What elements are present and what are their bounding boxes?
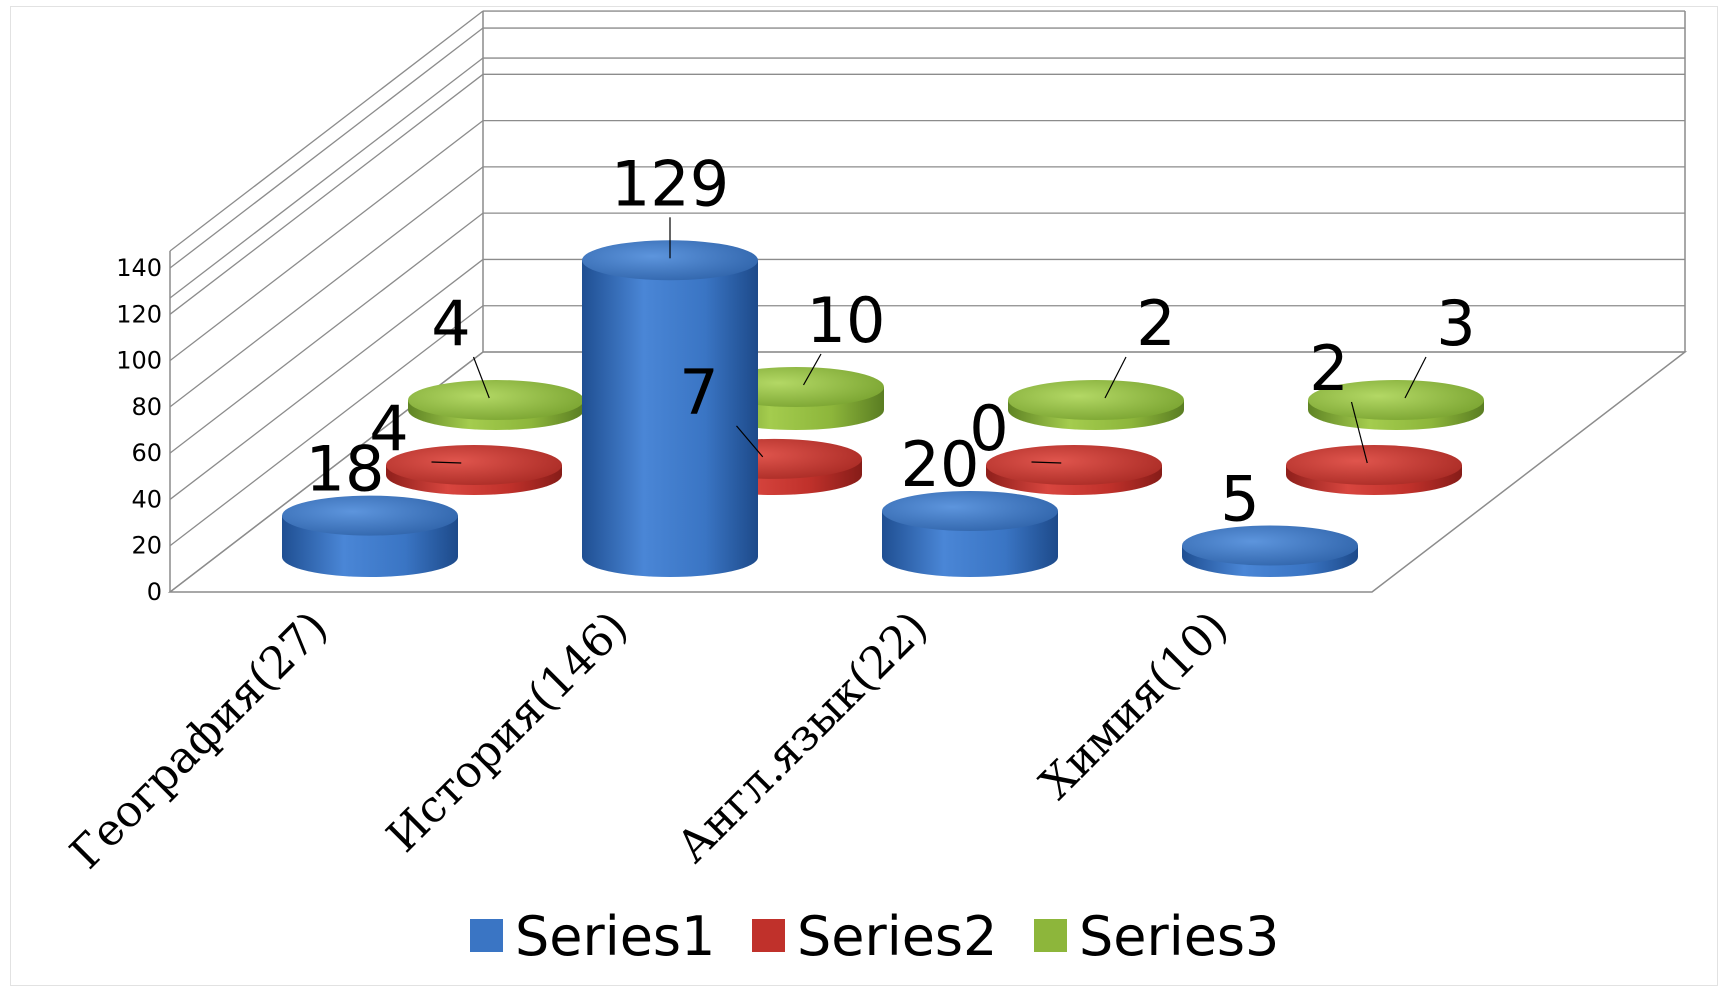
y-tick-label: 100 [116,347,162,375]
left-wall-gridline [169,10,484,252]
left-wall-gridline [169,57,484,299]
data-label-leader [802,353,822,386]
bar-top [1182,525,1358,566]
data-label-series2: 4 [369,392,408,465]
data-label-leader [431,461,462,464]
data-label-series1: 20 [901,428,980,501]
data-label-leader [1031,461,1062,464]
x-category-label: Англ.язык(22) [667,602,938,873]
y-tick-label: 20 [131,532,162,560]
left-wall-gridline [169,166,484,408]
legend-item-series1: Series1 [470,905,715,968]
y-tick-label: 60 [131,439,162,467]
data-label-series3: 10 [807,284,886,357]
bar-side [582,260,758,577]
legend-swatch [1034,919,1067,952]
y-tick-label: 120 [116,300,162,328]
bar-series2-1 [386,445,562,495]
chart-legend: Series1 Series2 Series3 [470,905,1279,968]
legend-swatch [752,919,785,952]
bar-series2-3 [986,445,1162,495]
left-wall-gridline [169,120,484,362]
data-label-series2: 2 [1309,332,1348,405]
bar-top [1308,380,1484,420]
data-label-leader [736,425,764,458]
bar-series3-1 [408,380,584,430]
chart-bars [282,240,1484,577]
data-label-series2: 7 [679,356,718,429]
y-tick-label: 140 [116,254,162,282]
bar-top [1286,445,1462,485]
x-category-label: История(146) [377,602,638,863]
bar-top [408,380,584,420]
data-label-series1: 129 [611,147,729,220]
left-wall-gridline [169,27,484,269]
legend-swatch [470,919,503,952]
x-category-label: Химия(10) [1030,602,1237,809]
data-label-leader [1350,401,1368,464]
data-label-leader [472,356,490,399]
y-tick-label: 0 [147,578,162,606]
chart-floor [167,351,1688,593]
data-label-series3: 3 [1436,287,1475,360]
data-label-leader [1104,356,1127,399]
y-tick-label: 80 [131,393,162,421]
data-label-series3: 2 [1136,287,1175,360]
legend-label: Series2 [797,905,997,968]
chart-data-labels: 4 10 2 3 4 7 0 2 18 129 20 5 [306,147,1476,535]
y-tick-label: 40 [131,485,162,513]
legend-label: Series3 [1079,905,1279,968]
x-category-label: География(27) [61,602,338,879]
bar-series3-4 [1308,380,1484,430]
bar-series1-2 [582,240,758,577]
data-label-leader [1404,356,1427,399]
bar-top [582,240,758,281]
bar-series1-3 [882,491,1058,577]
legend-label: Series1 [515,905,715,968]
bar-top [882,491,1058,531]
bar-top [282,495,458,536]
bar-top [986,445,1162,485]
data-label-series1: 18 [306,433,385,506]
bar-top [1008,380,1184,420]
bar-series3-3 [1008,380,1184,430]
left-wall-gridline [169,212,484,454]
bar-series1-4 [1182,525,1358,577]
bar-top [386,445,562,485]
data-label-series2: 0 [969,392,1008,465]
legend-item-series2: Series2 [752,905,997,968]
left-wall-gridline [169,305,484,547]
left-wall-gridline [169,73,484,315]
left-wall-gridline [169,258,484,500]
bar-series2-4 [1286,445,1462,495]
chart-category-labels: География(27) История(146) Англ.язык(22) Хи… [61,602,1238,879]
data-label-series3: 4 [431,287,470,360]
data-label-series1: 5 [1220,463,1259,536]
legend-item-series3: Series3 [1034,905,1279,968]
bar-series1-1 [282,495,458,577]
